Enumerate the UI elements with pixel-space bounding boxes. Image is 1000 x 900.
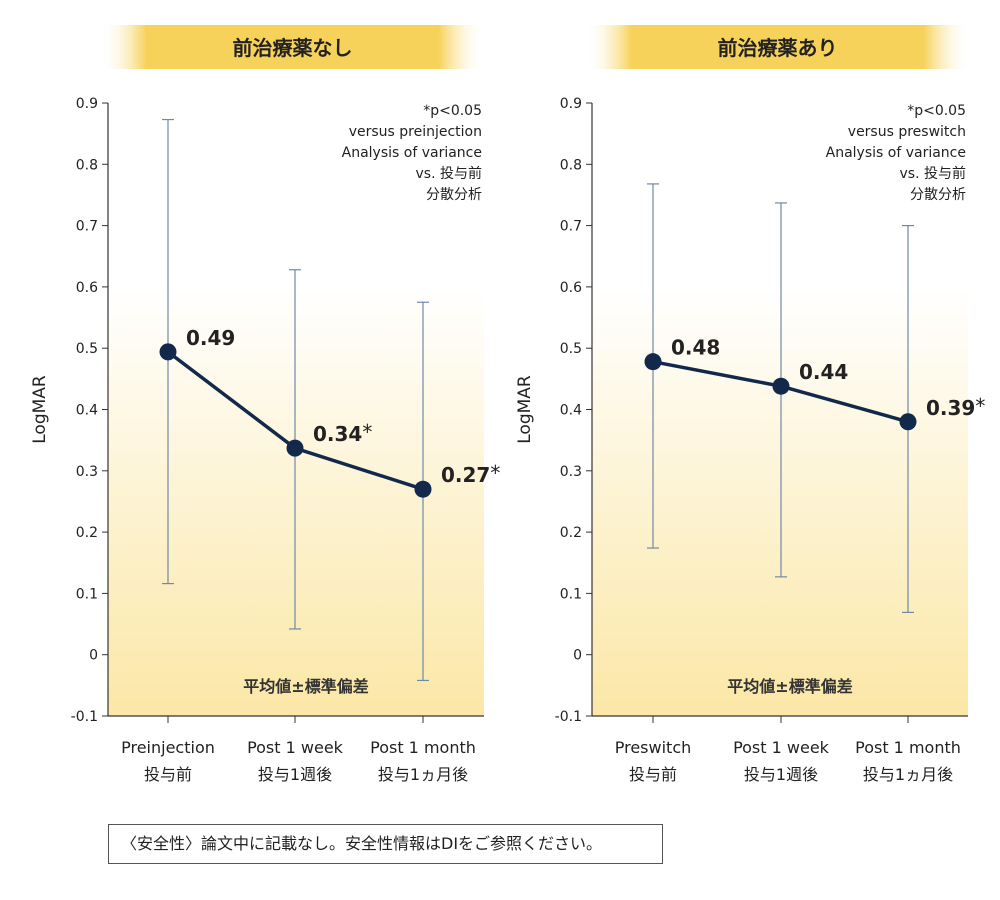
plot-background <box>108 103 484 716</box>
mean-sd-note: 平均値±標準偏差 <box>727 677 852 696</box>
annotation-line: Analysis of variance <box>826 145 966 161</box>
data-point <box>286 439 304 457</box>
x-tick-label: Post 1 week <box>247 738 344 757</box>
data-label: 0.27* <box>441 461 500 487</box>
annotation-line: versus preswitch <box>848 124 966 140</box>
annotation-line: 分散分析 <box>426 187 482 203</box>
chart-panel-prior-treatment: 前治療薬あり 0.9 0.8 0.7 0.6 0.5 0.4 0.3 0.2 0.1 0 -0.1 Lo… <box>515 25 985 784</box>
data-label: 0.49 <box>186 326 235 350</box>
x-tick-label: Post 1 month <box>855 738 961 757</box>
data-label: 0.34* <box>313 420 372 446</box>
y-tick-label: 0.8 <box>76 157 98 173</box>
y-tick-label: 0.6 <box>560 280 582 296</box>
y-tick-label: 0.3 <box>560 464 582 480</box>
y-tick-label: 0.8 <box>560 157 582 173</box>
mean-sd-note: 平均値±標準偏差 <box>243 677 368 696</box>
y-tick-label: 0.7 <box>560 219 582 235</box>
data-point <box>899 413 917 431</box>
significance-marker: * <box>975 394 985 418</box>
data-point <box>772 377 790 395</box>
significance-marker: * <box>490 461 500 485</box>
y-tick-label: 0.9 <box>76 96 98 112</box>
x-tick-label-ja: 投与前 <box>629 765 677 784</box>
y-tick-label: 0.7 <box>76 219 98 235</box>
y-tick-label: 0.2 <box>560 525 582 541</box>
y-tick-label: 0.3 <box>76 464 98 480</box>
data-label: 0.39* <box>926 394 985 420</box>
safety-note: 〈安全性〉論文中に記載なし。安全性情報はDIをご参照ください。 <box>108 824 663 864</box>
y-tick-label: 0 <box>573 648 582 664</box>
chart-panel-no-prior-treatment: 前治療薬なし 0.9 0.8 0.7 0.6 0.5 0.4 0.3 0.2 0.1 0 -0.1 Lo… <box>30 25 500 784</box>
chart-title: 前治療薬なし <box>233 36 353 60</box>
data-point <box>644 353 662 371</box>
annotation-line: Analysis of variance <box>342 145 482 161</box>
y-tick-label: 0.4 <box>560 403 582 419</box>
x-tick-label: Post 1 week <box>733 738 830 757</box>
x-tick-label-ja: 投与1週後 <box>744 765 818 784</box>
x-tick-label: Preinjection <box>121 738 215 757</box>
x-tick-label: Preswitch <box>615 738 692 757</box>
data-point <box>414 480 432 498</box>
y-axis-label: LogMAR <box>30 375 50 444</box>
y-tick-label: 0.1 <box>76 586 98 602</box>
annotation-line: vs. 投与前 <box>416 165 482 182</box>
x-tick-label-ja: 投与1ヵ月後 <box>863 765 953 784</box>
y-axis-label: LogMAR <box>515 375 535 444</box>
data-label: 0.44 <box>799 360 848 384</box>
y-tick-label: 0.5 <box>560 341 582 357</box>
significance-marker: * <box>362 420 372 444</box>
y-tick-label: 0.1 <box>560 586 582 602</box>
x-tick-label: Post 1 month <box>370 738 476 757</box>
data-point <box>159 343 177 361</box>
annotation-line: vs. 投与前 <box>900 165 966 182</box>
data-label: 0.48 <box>671 336 720 360</box>
title-band <box>100 25 485 69</box>
y-tick-label: 0 <box>89 648 98 664</box>
y-tick-label: 0.2 <box>76 525 98 541</box>
chart-title: 前治療薬あり <box>718 36 838 60</box>
y-tick-label: -0.1 <box>71 709 98 725</box>
y-tick-label: 0.9 <box>560 96 582 112</box>
x-tick-label-ja: 投与1週後 <box>258 765 332 784</box>
y-tick-label: 0.4 <box>76 403 98 419</box>
y-tick-label: 0.6 <box>76 280 98 296</box>
x-tick-label-ja: 投与前 <box>144 765 192 784</box>
y-tick-label: -0.1 <box>555 709 582 725</box>
annotation-line: *p<0.05 <box>423 103 482 119</box>
plot-background <box>592 103 968 716</box>
annotation-line: *p<0.05 <box>907 103 966 119</box>
annotation-line: 分散分析 <box>910 187 966 203</box>
title-band <box>585 25 970 69</box>
x-tick-label-ja: 投与1ヵ月後 <box>378 765 468 784</box>
annotation-line: versus preinjection <box>349 124 482 140</box>
y-tick-label: 0.5 <box>76 341 98 357</box>
